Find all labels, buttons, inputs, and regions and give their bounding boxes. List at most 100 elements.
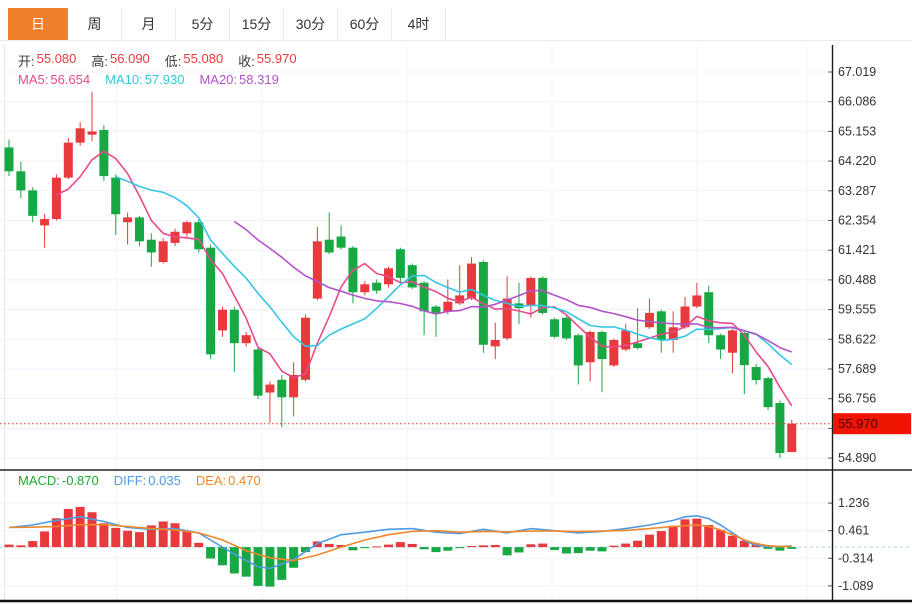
macd-readout-item: DEA: 0.470 [195, 473, 261, 488]
macd-hist-bar [134, 532, 144, 548]
macd-hist-bar [63, 509, 73, 548]
candle-body [467, 263, 477, 299]
macd-hist-bar [324, 543, 334, 548]
macd-hist-bar [360, 547, 370, 549]
macd-hist-bar [336, 544, 346, 548]
macd-hist-bar [28, 541, 38, 548]
macd-hist-bar [502, 547, 512, 556]
macd-hist-bar [75, 506, 85, 548]
macd-hist-bar [419, 547, 429, 550]
macd-hist-bar [633, 540, 643, 548]
macd-hist-bar [597, 547, 607, 552]
candle-body [550, 319, 560, 337]
candle-body [443, 301, 453, 312]
price-axis-label: 57.689 [838, 362, 876, 376]
candle-body [668, 327, 678, 340]
candle-body [360, 284, 370, 293]
ma-readout-item: MA20: 58.319 [199, 72, 279, 87]
tab-period-8[interactable]: 4时 [392, 8, 446, 40]
macd-hist-bar [40, 531, 50, 548]
ma-readout-item: MA10: 57.930 [105, 72, 185, 87]
macd-readout-item: DIFF: 0.035 [113, 473, 181, 488]
candle-body [633, 343, 643, 348]
candle-body [502, 298, 512, 339]
price-axis-label: 60.488 [838, 273, 876, 287]
macd-hist-bar [384, 544, 394, 548]
macd-hist-bar [51, 518, 61, 548]
macd-hist-bar [739, 540, 749, 548]
macd-hist-bar [490, 544, 500, 548]
candle-body [680, 306, 690, 328]
macd-hist-bar [182, 530, 192, 548]
price-axis-label: 61.421 [838, 243, 876, 257]
candle-body [621, 330, 631, 350]
candle-body [644, 312, 654, 328]
candle-body [158, 241, 168, 262]
macd-hist-bar [668, 525, 678, 548]
macd-hist-bar [455, 547, 465, 549]
macd-hist-bar [4, 544, 14, 548]
macd-hist-bar [716, 530, 726, 548]
candle-body [739, 332, 749, 366]
macd-hist-bar [87, 512, 97, 548]
tab-period-5[interactable]: 15分 [230, 8, 284, 40]
tab-period-6[interactable]: 30分 [284, 8, 338, 40]
macd-hist-bar [704, 525, 714, 548]
candle-body [4, 147, 14, 172]
macd-hist-bar [573, 547, 583, 554]
tab-period-3[interactable]: 月 [122, 8, 176, 40]
macd-hist-bar [775, 547, 785, 551]
candle-body [265, 384, 275, 393]
tab-period-4[interactable]: 5分 [176, 8, 230, 40]
price-axis-label: 54.890 [838, 451, 876, 465]
candle-body [206, 247, 216, 355]
candle-body [573, 335, 583, 366]
macd-hist-bar [478, 545, 488, 548]
ohlc-readout-item: 高: 56.090 [91, 51, 150, 69]
macd-hist-bar [123, 530, 133, 548]
candle-body [217, 309, 227, 331]
macd-hist-bar [289, 547, 299, 568]
macd-hist-bar [514, 547, 524, 553]
macd-hist-bar [561, 547, 571, 554]
macd-axis-label: -1.089 [838, 579, 873, 593]
candle-body [775, 403, 785, 453]
macd-hist-bar [111, 527, 121, 548]
candle-body [336, 236, 346, 248]
macd-hist-bar [787, 547, 797, 549]
candle-body [561, 317, 571, 339]
candle-body [241, 335, 251, 344]
ma-readout-item: MA5: 56.654 [18, 72, 91, 87]
tab-period-2[interactable]: 周 [68, 8, 122, 40]
price-axis-label: 56.756 [838, 392, 876, 406]
macd-hist-bar [585, 547, 595, 551]
macd-hist-bar [644, 534, 654, 548]
macd-hist-bar [372, 546, 382, 548]
candle-body [51, 177, 61, 220]
candle-body [277, 379, 287, 398]
macd-hist-bar [680, 519, 690, 548]
macd-hist-bar [431, 547, 441, 553]
candle-body [455, 295, 465, 304]
macd-hist-bar [443, 547, 453, 551]
candle-body [324, 239, 334, 253]
macd-hist-bar [206, 547, 216, 559]
candle-body [312, 241, 322, 299]
macd-hist-bar [348, 547, 358, 551]
tab-period-7[interactable]: 60分 [338, 8, 392, 40]
macd-hist-bar [170, 523, 180, 548]
macd-hist-bar [265, 547, 275, 587]
last-price-tag [833, 413, 911, 435]
candle-body [490, 339, 500, 347]
tab-period-1[interactable]: 日 [8, 8, 68, 40]
macd-hist-bar [727, 535, 737, 548]
candle-body [253, 349, 263, 396]
candle-body [40, 219, 50, 226]
candle-body [75, 128, 85, 143]
candle-body [16, 171, 26, 191]
macd-hist-bar [763, 547, 773, 549]
candle-body [656, 311, 666, 340]
macd-hist-bar [467, 546, 477, 548]
candle-body [763, 378, 773, 408]
